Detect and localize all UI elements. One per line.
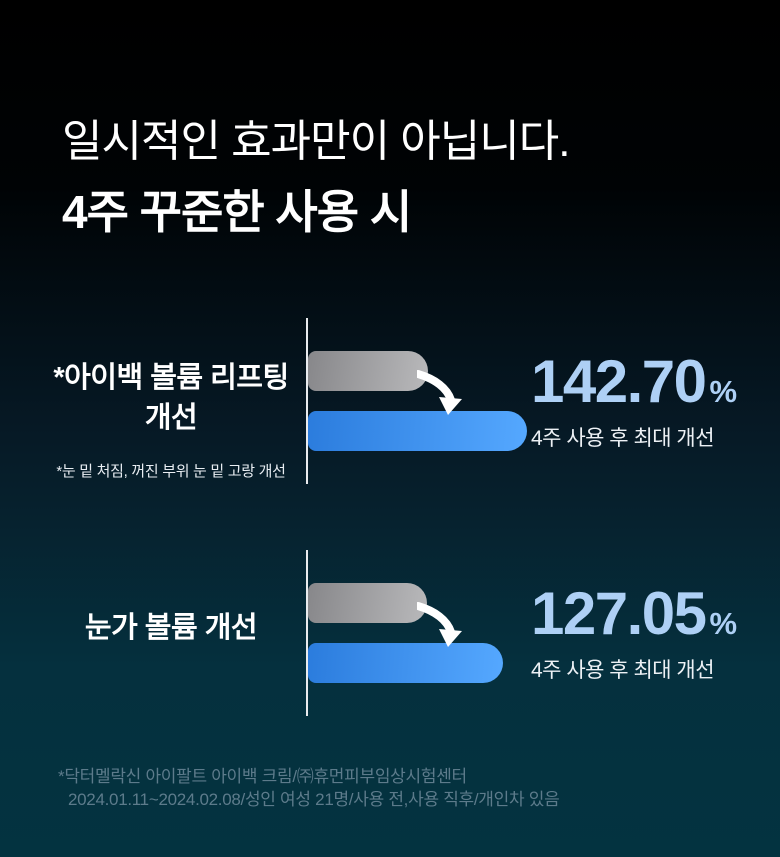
stat-unit: %	[709, 374, 738, 409]
chart-footnote: *눈 밑 처짐, 꺼진 부위 눈 밑 고랑 개선	[56, 463, 286, 480]
disclaimer-line-2: 2024.01.11~2024.02.08/성인 여성 21명/사용 전,사용 …	[68, 790, 560, 809]
page-subtitle: 4주 꾸준한 사용 시	[62, 186, 412, 238]
chart-label: *아이백 볼륨 리프팅 개선	[36, 358, 306, 438]
stat-caption: 4주 사용 후 최대 개선	[531, 427, 715, 450]
bar-before	[308, 583, 427, 623]
axis-line	[306, 550, 308, 716]
disclaimer-line-1: *닥터멜락신 아이팔트 아이백 크림/㈜휴먼피부임상시험센터	[58, 767, 467, 786]
stat-caption: 4주 사용 후 최대 개선	[531, 659, 715, 682]
curved-arrow-icon	[417, 370, 462, 415]
chart-label: 눈가 볼륨 개선	[36, 608, 306, 648]
bar-before	[308, 351, 428, 391]
stat-value: 142.70	[531, 348, 707, 415]
chart-row-eye-area-volume: 눈가 볼륨 개선 127.05% 4주 사용 후 최대 개선	[0, 550, 780, 717]
header: 일시적인 효과만이 아닙니다. 4주 꾸준한 사용 시	[62, 114, 570, 238]
axis-line	[306, 318, 308, 484]
curved-arrow-icon	[417, 602, 462, 647]
stat-block: 142.70% 4주 사용 후 최대 개선	[531, 352, 737, 452]
stat-unit: %	[709, 606, 738, 641]
chart-label-line-1: 눈가 볼륨 개선	[84, 612, 258, 644]
chart-label-line-1: *아이백 볼륨 리프팅	[53, 362, 289, 394]
bar-after	[308, 411, 527, 451]
chart-row-eyebag-lifting: *아이백 볼륨 리프팅 개선 *눈 밑 처짐, 꺼진 부위 눈 밑 고랑 개선 …	[0, 318, 780, 485]
chart-label-line-2: 개선	[144, 402, 198, 434]
page-title: 일시적인 효과만이 아닙니다.	[62, 117, 570, 166]
disclaimer-footer: *닥터멜락신 아이팔트 아이백 크림/㈜휴먼피부임상시험센터 2024.01.1…	[58, 765, 560, 811]
bar-after	[308, 643, 503, 683]
stat-block: 127.05% 4주 사용 후 최대 개선	[531, 584, 737, 684]
stat-value: 127.05	[531, 580, 707, 647]
